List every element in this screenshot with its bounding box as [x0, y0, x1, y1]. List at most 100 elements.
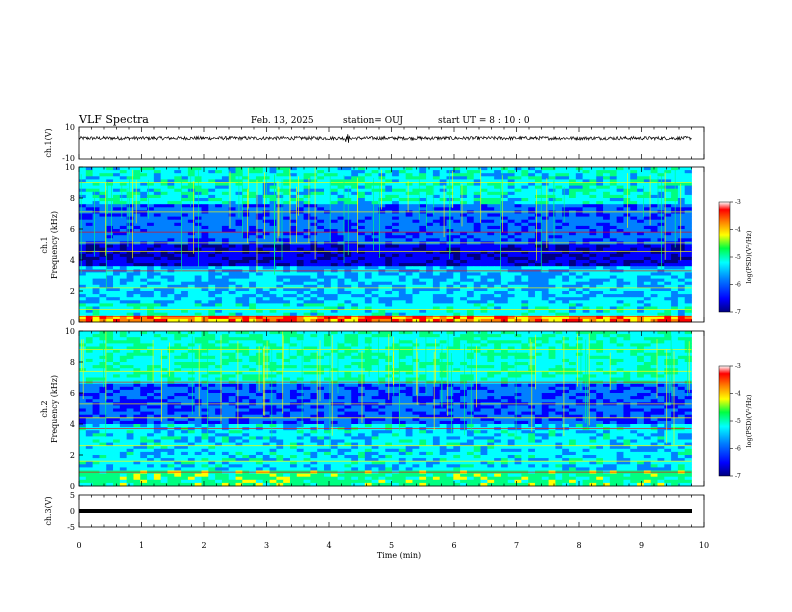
spectrogram-cell: [249, 185, 257, 190]
spectrogram-cell: [637, 281, 645, 286]
spectrogram-cell: [344, 179, 352, 183]
spectrogram-cell: [575, 253, 584, 258]
spectrogram-cell: [208, 191, 216, 196]
spectrogram-cell: [677, 284, 686, 289]
spectrogram-cell: [466, 300, 475, 304]
spectrogram-cell: [303, 191, 311, 196]
spectrogram-cell: [92, 334, 100, 338]
spectrogram-cell: [262, 272, 270, 276]
spectrogram-cell: [623, 297, 631, 301]
spectrogram-cell: [113, 294, 121, 298]
spectrogram-cell: [609, 297, 618, 301]
spectrogram-cell: [262, 260, 270, 264]
spectrogram-cell: [201, 244, 209, 248]
spectrogram-cell: [487, 238, 495, 242]
spectrogram-cell: [133, 204, 141, 208]
spectrogram-cell: [378, 213, 386, 217]
spectrogram-cell: [575, 315, 584, 320]
spectrogram-cell: [426, 204, 434, 208]
spectrogram-cell: [575, 176, 584, 180]
spectrogram-cell: [480, 244, 488, 248]
spectrogram-cell: [534, 284, 543, 289]
spectrogram-cell: [378, 207, 386, 211]
spectrogram-cell: [494, 272, 502, 276]
spectrogram-cell: [289, 291, 298, 295]
spectrogram-cell: [283, 253, 291, 258]
spectrogram-cell: [562, 297, 570, 301]
spectrogram-cell: [126, 291, 134, 295]
spectrogram-cell: [249, 284, 257, 289]
spectrogram-cell: [575, 188, 584, 193]
spectrogram-cell: [378, 337, 386, 341]
spectrogram-cell: [160, 303, 168, 307]
spectrogram-cell: [439, 300, 447, 304]
spectrogram-cell: [432, 179, 441, 183]
spectrogram-cell: [358, 275, 366, 279]
spectrogram-cell: [575, 284, 584, 289]
spectrogram-cell: [79, 263, 87, 267]
spectrogram-cell: [555, 260, 563, 264]
spectrogram-cell: [569, 194, 577, 199]
spectrogram-cell: [174, 185, 182, 190]
spectrogram-cell: [358, 191, 366, 196]
spectrogram-cell: [276, 222, 284, 227]
spectrogram-cell: [215, 315, 223, 320]
spectrogram-cell: [262, 253, 270, 258]
spectrogram-cell: [235, 250, 243, 255]
spectrogram-cell: [153, 312, 162, 317]
spectrogram-cell: [398, 167, 407, 171]
spectrogram-cell: [684, 222, 692, 227]
spectrogram-cell: [283, 185, 291, 190]
spectrogram-cell: [623, 340, 631, 344]
spectrogram-cell: [385, 250, 393, 255]
spectrogram-cell: [609, 216, 618, 221]
spectrogram-cell: [296, 291, 304, 295]
spectrogram-cell: [562, 266, 570, 270]
spectrogram-cell: [201, 219, 209, 224]
spectrogram-cell: [221, 204, 230, 208]
spectrogram-cell: [643, 303, 652, 307]
spectrogram-cell: [664, 312, 672, 317]
spectrogram-cell: [439, 275, 447, 279]
spectrogram-cell: [276, 179, 284, 183]
spectrogram-cell: [534, 191, 543, 196]
spectrogram-cell: [255, 247, 264, 252]
spectrogram-cell: [671, 272, 679, 276]
spectrogram-cell: [528, 247, 536, 252]
spectrogram-cell: [637, 337, 645, 341]
spectrogram-cell: [351, 204, 359, 208]
spectrogram-cell: [453, 229, 461, 233]
spectrogram-cell: [528, 201, 536, 205]
spectrogram-cell: [643, 315, 652, 320]
spectrogram-cell: [643, 191, 652, 196]
spectrogram-cell: [684, 179, 692, 183]
spectrogram-cell: [330, 222, 339, 227]
spectrogram-cell: [330, 315, 339, 320]
spectrogram-cell: [351, 294, 359, 298]
spectrogram-cell: [283, 238, 291, 242]
spectrogram-cell: [296, 225, 304, 230]
spectrogram-cell: [453, 213, 461, 217]
spectrogram-cell: [392, 173, 400, 177]
spectrogram-cell: [187, 235, 196, 239]
spectrogram-cell: [289, 256, 298, 261]
spectrogram-cell: [405, 250, 413, 255]
spectrogram-cell: [201, 207, 209, 211]
spectrogram-cell: [215, 256, 223, 261]
spectrogram-cell: [500, 219, 509, 224]
spectrogram-cell: [426, 266, 434, 270]
spectrogram-cell: [657, 222, 665, 227]
spectrogram-cell: [358, 176, 366, 180]
spectrogram-cell: [555, 213, 563, 217]
spectrogram-cell: [324, 294, 332, 298]
spectrogram-cell: [664, 167, 672, 171]
spectrogram-cell: [630, 250, 638, 255]
spectrogram-cell: [671, 204, 679, 208]
spectrogram-cell: [276, 272, 284, 276]
spectrogram-cell: [609, 170, 618, 174]
spectrogram-cell: [405, 225, 413, 230]
spectrogram-cell: [398, 284, 407, 289]
spectrogram-cell: [419, 232, 427, 236]
spectrogram-cell: [262, 291, 270, 295]
spectrogram-cell: [589, 250, 597, 255]
